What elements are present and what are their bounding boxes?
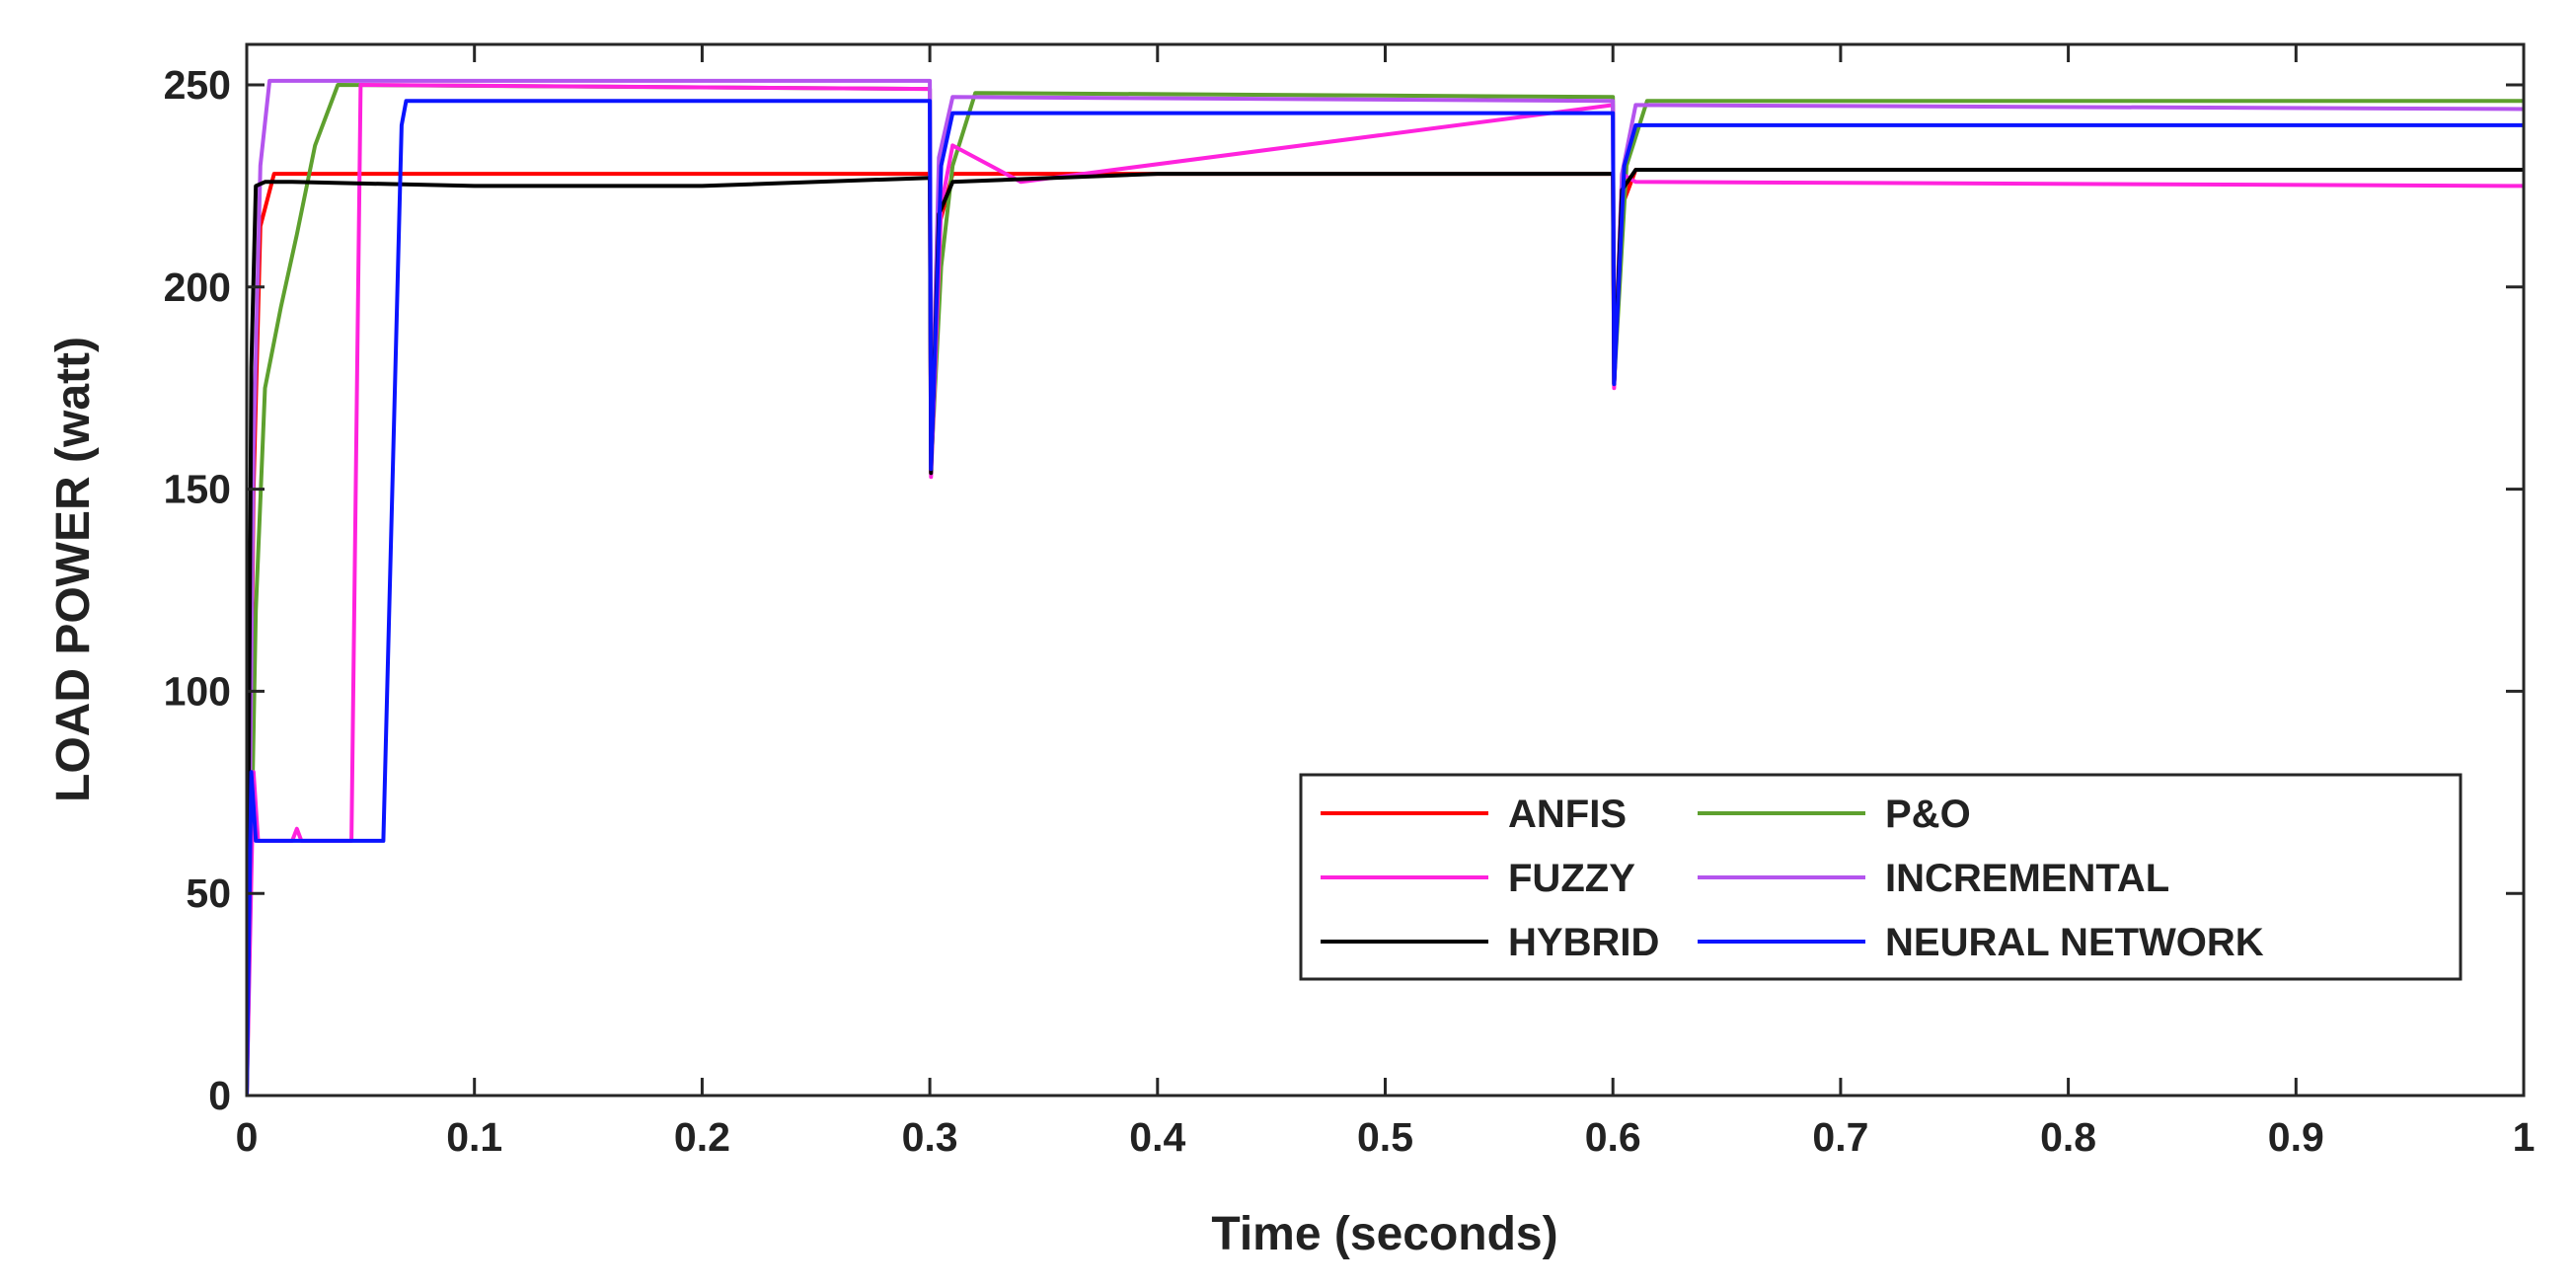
y-tick-label: 50 [186, 871, 231, 916]
legend-label-fuzzy: FUZZY [1508, 857, 1635, 900]
x-axis-label: Time (seconds) [1211, 1208, 1557, 1260]
x-tick-label: 1 [2513, 1114, 2536, 1160]
x-tick-label: 0.2 [674, 1114, 730, 1160]
legend-label-hybrid: HYBRID [1508, 921, 1659, 964]
y-tick-label: 200 [164, 265, 231, 310]
x-tick-label: 0.3 [902, 1114, 958, 1160]
y-tick-label: 250 [164, 62, 231, 108]
tick-layer: 0 0.1 0.2 0.3 0.4 0.5 0.6 0.7 0.8 0.9 1 0 50 100 150 20… [164, 44, 2536, 1160]
series-layer [247, 78, 2524, 1096]
y-tick-label: 150 [164, 467, 231, 512]
x-tick-label: 0 [236, 1114, 259, 1160]
legend-box [1299, 773, 2462, 981]
x-tick-label: 0.7 [1812, 1114, 1868, 1160]
legend-label-p-o: P&O [1885, 793, 1971, 836]
legend: ANFIS P&O FUZZY INCREMENTAL HYBRID NEURAL NET… [1299, 773, 2462, 981]
plot-frame [245, 42, 2526, 1098]
x-tick-label: 0.4 [1129, 1114, 1185, 1160]
x-tick-label: 0.6 [1585, 1114, 1641, 1160]
y-axis-label: LOAD POWER (watt) [47, 337, 100, 802]
x-tick-label: 0.8 [2040, 1114, 2096, 1160]
x-tick-label: 0.5 [1357, 1114, 1413, 1160]
legend-label-anfis: ANFIS [1508, 793, 1627, 836]
y-tick-label: 100 [164, 668, 231, 714]
series-line-neural-network [247, 99, 2524, 1096]
legend-label-neural-network: NEURAL NETWORK [1885, 921, 2264, 964]
legend-label-incremental: INCREMENTAL [1885, 857, 2169, 900]
y-tick-label: 0 [208, 1073, 231, 1118]
x-tick-label: 0.9 [2268, 1114, 2324, 1160]
x-tick-label: 0.1 [446, 1114, 502, 1160]
